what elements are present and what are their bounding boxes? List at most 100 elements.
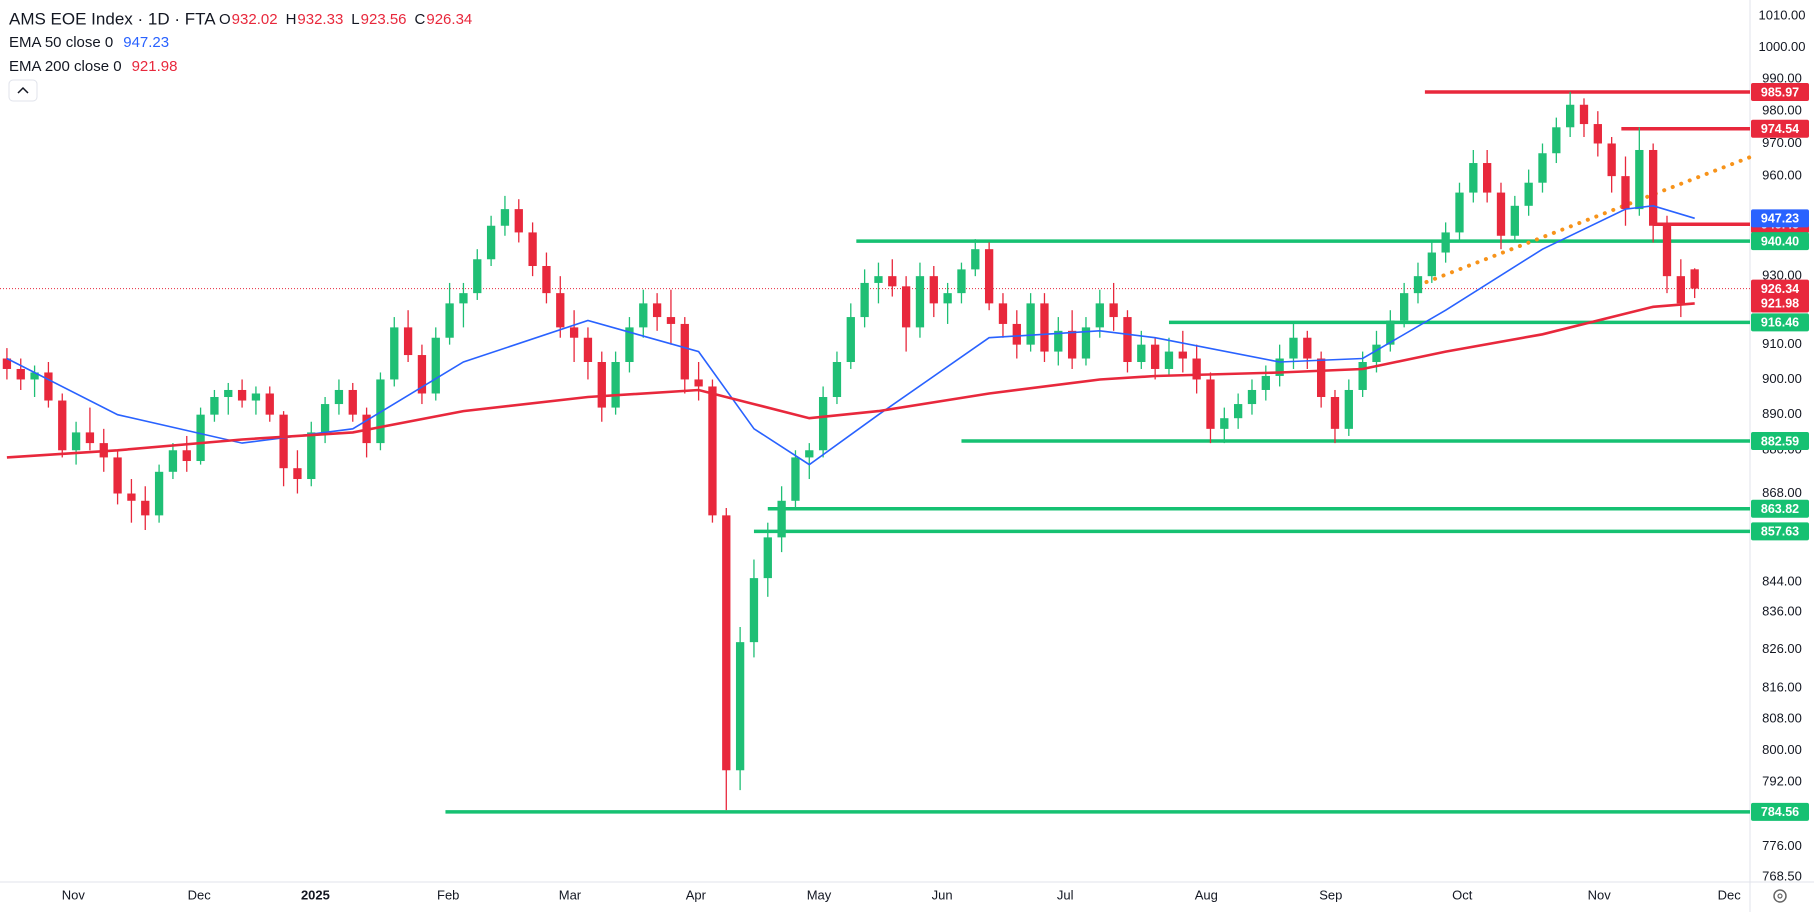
candle-body: [1400, 293, 1409, 321]
level-badge-bg: [1751, 499, 1809, 518]
candle-body: [1012, 323, 1021, 345]
candle-body: [1566, 104, 1575, 128]
candle-body: [763, 537, 772, 579]
candle-body: [1123, 317, 1132, 363]
candle-body: [265, 393, 274, 415]
candle-body: [901, 286, 911, 328]
y-tick-label: 776.00: [1762, 838, 1802, 853]
x-tick-label: Apr: [686, 887, 707, 902]
candle-body: [1552, 127, 1561, 154]
candle-body: [320, 404, 330, 433]
x-tick-label: Dec: [188, 887, 212, 902]
candle-body: [1233, 404, 1243, 419]
x-tick-label: Sep: [1319, 887, 1342, 902]
x-tick-label: Dec: [1718, 887, 1742, 902]
candle-body: [473, 259, 482, 294]
price-badge: 926.34: [1761, 282, 1799, 296]
legend-name: EMA 50 close 0: [9, 34, 113, 51]
candle-body: [1579, 104, 1589, 125]
candle-body: [1289, 337, 1298, 359]
level-badge-bg: [1751, 119, 1809, 138]
candle-body: [1510, 205, 1519, 236]
ema-badge: 921.98: [1761, 297, 1799, 311]
candle-body: [459, 293, 468, 304]
candle-body: [1330, 397, 1340, 429]
candle-body: [957, 269, 966, 294]
x-tick-label: Mar: [559, 887, 582, 902]
candle-body: [431, 337, 440, 394]
candle-body: [915, 276, 925, 328]
ema-badge-bg: [1751, 294, 1809, 313]
x-tick-label: May: [807, 887, 832, 902]
candle-body: [1109, 303, 1118, 318]
level-badge: 857.63: [1761, 525, 1799, 539]
y-tick-label: 890.00: [1762, 406, 1802, 421]
candle-body: [1303, 337, 1312, 359]
x-tick-label: Jun: [932, 887, 953, 902]
y-tick-label: 980.00: [1762, 103, 1802, 118]
candle-body: [1316, 358, 1326, 398]
candle-body: [141, 500, 150, 516]
candle-body: [929, 276, 938, 304]
candle-body: [1150, 344, 1160, 369]
candle-body: [500, 209, 510, 226]
candle-body: [1344, 389, 1353, 429]
candle-body: [818, 397, 828, 451]
ema-line: [6, 302, 1695, 459]
x-tick-label: Nov: [62, 887, 86, 902]
collapse-button[interactable]: [8, 79, 38, 102]
y-tick-label: 826.00: [1762, 641, 1802, 656]
candle-body: [1441, 232, 1450, 253]
y-tick-label: 910.00: [1762, 336, 1802, 351]
level-badge: 985.97: [1761, 85, 1799, 99]
candle-body: [846, 317, 855, 363]
x-tick-label: Feb: [437, 887, 459, 902]
ema-line: [6, 204, 1695, 466]
candle-body: [1358, 362, 1367, 390]
candle-body: [1593, 124, 1602, 144]
trend-line: [1415, 155, 1752, 288]
candle-body: [1081, 327, 1091, 359]
candle-body: [1040, 303, 1049, 352]
ohlc-label: L: [351, 11, 359, 28]
candle-body: [1095, 303, 1104, 328]
y-tick-label: 900.00: [1762, 371, 1802, 386]
y-tick-label: 808.00: [1762, 711, 1802, 726]
candle-body: [1621, 176, 1630, 210]
x-tick-label: Oct: [1452, 887, 1473, 902]
candle-body: [805, 450, 814, 458]
y-tick-label: 990.00: [1762, 71, 1802, 86]
x-tick-label: Jul: [1057, 887, 1074, 902]
candle-body: [224, 389, 233, 398]
candle-body: [1469, 163, 1478, 193]
legend-value: 947.23: [123, 34, 169, 51]
candle-body: [735, 642, 745, 771]
y-tick-label: 970.00: [1762, 135, 1802, 150]
y-tick-label: 816.00: [1762, 680, 1802, 695]
candle-body: [1483, 163, 1492, 193]
candle-body: [1496, 192, 1506, 236]
legend-value: 921.98: [132, 58, 178, 75]
settings-icon[interactable]: [1773, 889, 1787, 903]
level-badge: 940.40: [1761, 234, 1799, 248]
candle-body: [251, 393, 261, 401]
y-tick-label: 792.00: [1762, 774, 1802, 789]
y-tick-label: 1000.00: [1759, 39, 1806, 54]
candle-body: [348, 389, 357, 415]
candle-body: [16, 368, 25, 380]
candle-body: [1137, 344, 1146, 363]
candle-body: [1261, 375, 1270, 390]
x-tick-label: 2025: [301, 887, 330, 902]
candle-body: [666, 317, 676, 324]
level-badge: 784.56: [1761, 805, 1799, 819]
candle-body: [639, 303, 648, 328]
candle-body: [1455, 192, 1464, 233]
y-tick-label: 930.00: [1762, 268, 1802, 283]
candle-body: [1649, 149, 1658, 226]
level-badge-bg: [1751, 802, 1809, 821]
candle-body: [652, 303, 662, 318]
chart-title: AMS EOE Index · 1D · FTA: [9, 9, 216, 28]
candle-body: [1524, 182, 1533, 206]
x-tick-label: Nov: [1588, 887, 1612, 902]
